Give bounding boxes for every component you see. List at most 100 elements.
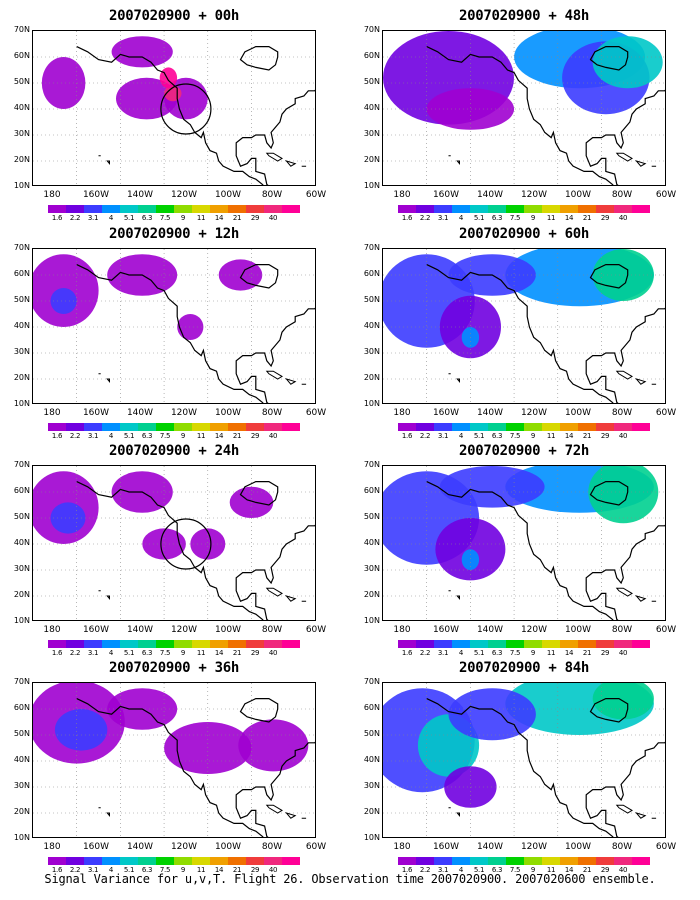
lon-tick-label: 140W: [476, 625, 504, 635]
coastline: [76, 264, 315, 403]
colorbar-swatch: [120, 423, 138, 431]
coastline: [426, 264, 665, 403]
coastline: [106, 160, 110, 165]
lat-tick-label: 60N: [363, 269, 380, 278]
colorbar-label: 9: [530, 866, 536, 874]
variance-contour: [190, 528, 226, 560]
colorbar-label: 14: [564, 649, 574, 657]
colorbar-swatch: [66, 205, 84, 213]
coastline: [426, 46, 665, 185]
coastline: [284, 378, 297, 385]
coastline: [456, 595, 460, 600]
colorbar-swatch: [192, 423, 210, 431]
colorbar-label: 5.1: [473, 432, 485, 440]
lon-tick-label: 80W: [611, 190, 633, 200]
lat-tick-label: 50N: [363, 729, 380, 738]
lat-tick-label: 70N: [13, 677, 30, 686]
map-panel: 2007020900 + 36h 70N 60N 50N 40N 30N 20N 10N 180…: [0, 660, 330, 874]
map-plot: [382, 465, 666, 621]
panel-title: 2007020900 + 36h: [108, 660, 240, 676]
colorbar-label: 7.5: [159, 649, 171, 657]
variance-contour: [111, 36, 173, 68]
coastline: [265, 804, 283, 814]
colorbar-label: 5.1: [123, 866, 135, 874]
lat-tick-label: 70N: [363, 677, 380, 686]
lon-tick-label: 180: [43, 625, 61, 635]
coastline: [426, 481, 665, 620]
colorbar-label: 7.5: [509, 649, 521, 657]
lon-tick-label: 120W: [520, 625, 548, 635]
colorbar-swatch: [282, 205, 300, 213]
lon-tick-label: 100W: [214, 408, 242, 418]
colorbar-label: 3.1: [437, 432, 449, 440]
colorbar-label: 11: [196, 866, 206, 874]
lon-tick-label: 80W: [611, 408, 633, 418]
lon-tick-label: 120W: [170, 842, 198, 852]
colorbar-label: 3.1: [437, 214, 449, 222]
colorbar-label: 3.1: [437, 866, 449, 874]
coastline: [76, 698, 315, 837]
colorbar: [48, 423, 300, 431]
colorbar-swatch: [416, 205, 434, 213]
colorbar-swatch: [596, 423, 614, 431]
colorbar-label: 5.1: [473, 649, 485, 657]
colorbar-label: 6.3: [141, 866, 153, 874]
lat-tick-label: 50N: [363, 512, 380, 521]
colorbar-label: 2.2: [419, 649, 431, 657]
colorbar-label: 14: [214, 432, 224, 440]
colorbar-label: 9: [180, 214, 186, 222]
colorbar-label: 9: [530, 649, 536, 657]
observation-circle: [160, 518, 212, 570]
figure-caption: Signal Variance for u,v,T. Flight 26. Ob…: [44, 872, 656, 886]
coastline: [265, 152, 283, 162]
colorbar-label: 40: [618, 866, 628, 874]
colorbar-label: 7.5: [159, 866, 171, 874]
coastline: [76, 481, 315, 620]
lat-tick-label: 10N: [363, 181, 380, 190]
colorbar-label: 6.3: [491, 649, 503, 657]
coastline: [615, 370, 633, 380]
colorbar-swatch: [228, 857, 246, 865]
colorbar-swatch: [560, 640, 578, 648]
colorbar-swatch: [452, 640, 470, 648]
colorbar: [398, 205, 650, 213]
lat-tick-label: 70N: [363, 25, 380, 34]
colorbar-swatch: [560, 423, 578, 431]
coastline: [239, 698, 279, 723]
lat-tick-label: 40N: [363, 538, 380, 547]
colorbar-swatch: [246, 857, 264, 865]
panel-title: 2007020900 + 72h: [458, 443, 590, 459]
coastline: [239, 46, 279, 71]
lon-tick-label: 80W: [261, 408, 283, 418]
colorbar-swatch: [434, 640, 452, 648]
variance-contour: [50, 288, 77, 314]
colorbar-swatch: [48, 640, 66, 648]
colorbar-label: 40: [268, 649, 278, 657]
lat-tick-label: 30N: [13, 347, 30, 356]
lon-tick-label: 60W: [655, 408, 677, 418]
lon-tick-label: 120W: [520, 408, 548, 418]
colorbar-label: 1.6: [401, 432, 413, 440]
lat-tick-label: 60N: [13, 703, 30, 712]
lon-tick-label: 180: [43, 190, 61, 200]
lon-tick-label: 140W: [126, 408, 154, 418]
coastline: [456, 160, 460, 165]
colorbar-swatch: [614, 423, 632, 431]
coastline: [456, 812, 460, 817]
lat-tick-label: 10N: [363, 833, 380, 842]
colorbar-swatch: [84, 640, 102, 648]
coastline: [456, 378, 460, 383]
lon-tick-label: 100W: [564, 625, 592, 635]
colorbar-label: 11: [546, 432, 556, 440]
colorbar-label: 5.1: [123, 214, 135, 222]
colorbar-label: 7.5: [509, 432, 521, 440]
lon-tick-label: 160W: [82, 842, 110, 852]
coastline: [634, 595, 647, 602]
colorbar-swatch: [488, 205, 506, 213]
colorbar-swatch: [488, 640, 506, 648]
lat-tick-label: 60N: [13, 486, 30, 495]
panel-title: 2007020900 + 00h: [108, 8, 240, 24]
colorbar-label: 5.1: [123, 649, 135, 657]
colorbar-swatch: [452, 423, 470, 431]
variance-contour: [142, 528, 186, 560]
